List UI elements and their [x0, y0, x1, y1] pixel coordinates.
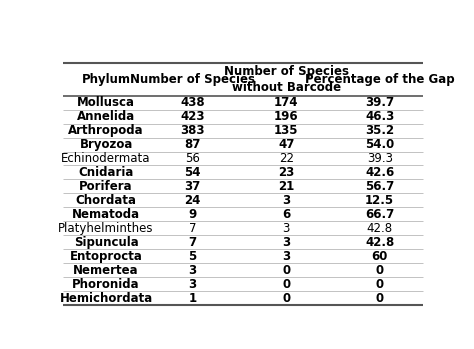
- Text: Chordata: Chordata: [76, 194, 137, 207]
- Text: 3: 3: [282, 236, 290, 249]
- Text: 0: 0: [376, 292, 384, 305]
- Text: 23: 23: [278, 166, 294, 179]
- Text: 174: 174: [274, 96, 298, 109]
- Text: 54.0: 54.0: [365, 138, 394, 151]
- Text: 47: 47: [278, 138, 294, 151]
- Text: Hemichordata: Hemichordata: [60, 292, 153, 305]
- Text: 3: 3: [189, 278, 197, 291]
- Text: 7: 7: [189, 222, 196, 235]
- Text: Number of Species
without Barcode: Number of Species without Barcode: [224, 65, 348, 94]
- Text: 22: 22: [279, 152, 293, 165]
- Text: 54: 54: [184, 166, 201, 179]
- Text: 3: 3: [189, 264, 197, 277]
- Text: Bryozoa: Bryozoa: [80, 138, 133, 151]
- Text: 87: 87: [184, 138, 201, 151]
- Text: Mollusca: Mollusca: [77, 96, 135, 109]
- Text: 3: 3: [283, 222, 290, 235]
- Text: Nemertea: Nemertea: [73, 264, 139, 277]
- Text: 6: 6: [282, 208, 290, 221]
- Text: 0: 0: [282, 264, 290, 277]
- Text: 24: 24: [184, 194, 201, 207]
- Text: 42.8: 42.8: [365, 236, 394, 249]
- Text: 0: 0: [376, 278, 384, 291]
- Text: Platyhelminthes: Platyhelminthes: [58, 222, 154, 235]
- Text: 37: 37: [184, 180, 201, 193]
- Text: 5: 5: [188, 250, 197, 263]
- Text: Annelida: Annelida: [77, 110, 135, 123]
- Text: 60: 60: [372, 250, 388, 263]
- Text: Number of Species: Number of Species: [130, 73, 255, 86]
- Text: Echinodermata: Echinodermata: [61, 152, 151, 165]
- Text: 7: 7: [189, 236, 197, 249]
- Text: 0: 0: [282, 278, 290, 291]
- Text: 196: 196: [274, 110, 299, 123]
- Text: 0: 0: [282, 292, 290, 305]
- Text: Arthropoda: Arthropoda: [68, 124, 144, 137]
- Text: 0: 0: [376, 264, 384, 277]
- Text: Sipuncula: Sipuncula: [74, 236, 138, 249]
- Text: 3: 3: [282, 194, 290, 207]
- Text: 438: 438: [180, 96, 205, 109]
- Text: Porifera: Porifera: [79, 180, 133, 193]
- Text: Percentage of the Gap: Percentage of the Gap: [305, 73, 455, 86]
- Text: Phoronida: Phoronida: [73, 278, 140, 291]
- Text: 39.7: 39.7: [365, 96, 394, 109]
- Text: Phylum: Phylum: [82, 73, 131, 86]
- Text: Nematoda: Nematoda: [72, 208, 140, 221]
- Text: 21: 21: [278, 180, 294, 193]
- Text: 42.6: 42.6: [365, 166, 394, 179]
- Text: 56: 56: [185, 152, 200, 165]
- Text: 66.7: 66.7: [365, 208, 394, 221]
- Text: 9: 9: [188, 208, 197, 221]
- Text: 383: 383: [180, 124, 205, 137]
- Text: 423: 423: [180, 110, 205, 123]
- Text: 135: 135: [274, 124, 298, 137]
- Text: 12.5: 12.5: [365, 194, 394, 207]
- Text: 35.2: 35.2: [365, 124, 394, 137]
- Text: 56.7: 56.7: [365, 180, 394, 193]
- Text: 42.8: 42.8: [367, 222, 393, 235]
- Text: 3: 3: [282, 250, 290, 263]
- Text: 1: 1: [189, 292, 197, 305]
- Text: Cnidaria: Cnidaria: [78, 166, 134, 179]
- Text: Entoprocta: Entoprocta: [70, 250, 143, 263]
- Text: 46.3: 46.3: [365, 110, 394, 123]
- Text: 39.3: 39.3: [367, 152, 393, 165]
